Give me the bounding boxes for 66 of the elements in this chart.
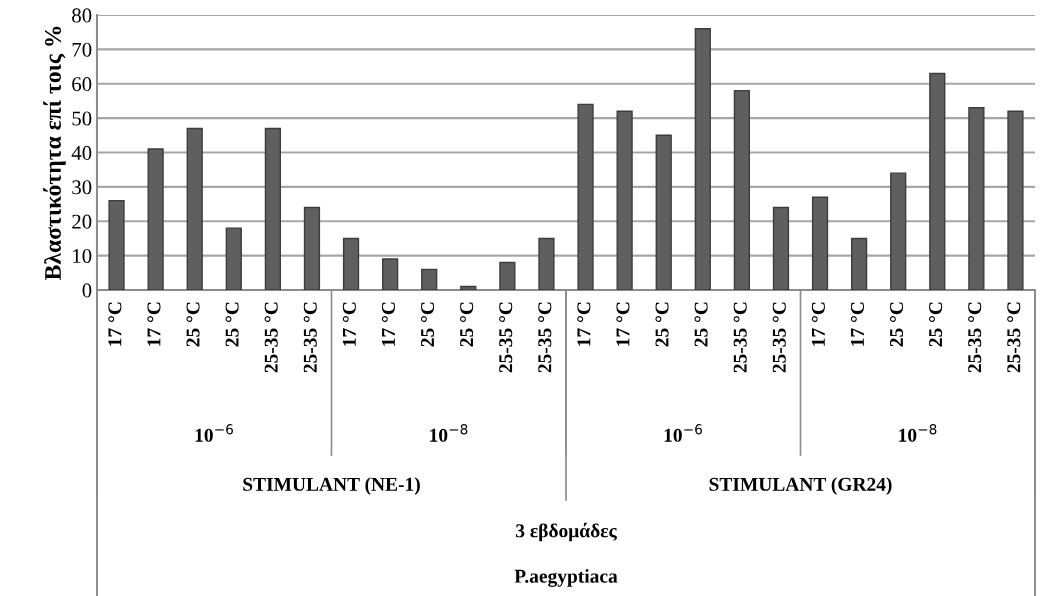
bar (264, 127, 281, 290)
bar (186, 127, 203, 290)
x-tick-label: 17 °C (381, 302, 395, 346)
x-tick-label: 17 °C (147, 302, 161, 346)
bar (968, 107, 985, 290)
text: STIMULANT (GR24) (709, 477, 892, 495)
text: 10$^{−6}$ (195, 424, 233, 442)
y-tick-label: 80 (72, 8, 92, 23)
text: 10$^{−8}$ (899, 424, 937, 442)
bar (303, 206, 321, 290)
bar (772, 206, 790, 290)
x-tick-label: 25-35 °C (733, 302, 747, 373)
x-tick-label: 25-35 °C (303, 302, 317, 373)
x-tick-label: 25 °C (186, 302, 200, 347)
text: 3 εβδομάδες (516, 522, 617, 542)
bar (499, 261, 516, 290)
bar (382, 258, 399, 290)
bar (538, 237, 555, 290)
x-tick-label: 17 °C (342, 302, 356, 346)
y-tick-label: 70 (72, 42, 92, 57)
x-tick-label: 25 °C (420, 302, 435, 347)
bar (733, 89, 750, 290)
bar (577, 103, 594, 290)
y-tick-label: 30 (72, 180, 92, 195)
x-tick-label: 17 °C (811, 302, 825, 346)
y-tick-label: 10 (73, 249, 92, 264)
bar (147, 148, 164, 290)
x-tick-label: 17 °C (108, 302, 122, 346)
bar (421, 268, 438, 290)
x-tick-label: 25 °C (694, 302, 708, 347)
bar (890, 172, 907, 290)
x-tick-label: 17 °C (616, 302, 630, 346)
bar (460, 285, 477, 290)
x-tick-label: 25-35 °C (968, 302, 982, 373)
text: 10$^{−6}$ (664, 424, 702, 442)
x-tick-label: 25 °C (225, 302, 239, 347)
y-tick-label: 0 (82, 283, 92, 298)
y-tick-label: 50 (72, 111, 92, 126)
x-tick-label: 25-35 °C (772, 302, 786, 373)
bar (342, 237, 360, 290)
bar (694, 28, 711, 290)
x-tick-label: 25-35 °C (1007, 302, 1021, 373)
bar (616, 110, 633, 290)
bar (929, 72, 946, 290)
text: P.aegyptiaca (514, 569, 618, 587)
x-tick-label: 25 °C (655, 302, 669, 347)
y-tick-label: 40 (71, 145, 92, 160)
x-tick-label: 17 °C (577, 302, 591, 346)
x-tick-label: 25-35 °C (264, 302, 278, 373)
y-tick-label: 20 (72, 214, 92, 229)
x-tick-label: 25 °C (460, 302, 474, 347)
bar (655, 134, 672, 290)
bar (108, 199, 125, 290)
bar (811, 196, 829, 290)
x-tick-label: 25 °C (889, 302, 904, 347)
y-axis-title: Βλαστικότητα επί τοις % (43, 26, 66, 280)
x-tick-label: 17 °C (850, 302, 864, 346)
text: 10$^{−8}$ (430, 424, 468, 442)
x-tick-label: 25-35 °C (499, 302, 513, 373)
bar (851, 237, 868, 290)
x-tick-label: 25-35 °C (538, 302, 552, 373)
text: STIMULANT (NE-1) (243, 477, 420, 495)
y-tick-label: 60 (72, 77, 92, 92)
x-tick-label: 25 °C (929, 302, 943, 347)
bar (225, 227, 242, 290)
bar (1007, 110, 1024, 290)
